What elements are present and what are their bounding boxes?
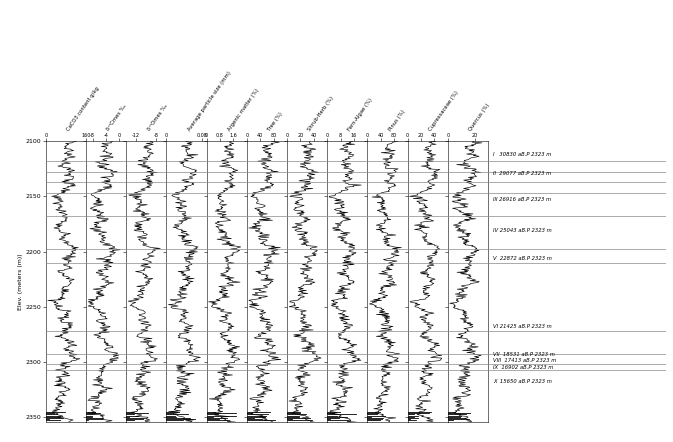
Text: VII  18531 aB.P 2323 m: VII 18531 aB.P 2323 m — [493, 352, 555, 358]
X-axis label: Average particle size (mm): Average particle size (mm) — [186, 70, 232, 132]
X-axis label: Quercus (%): Quercus (%) — [468, 102, 491, 132]
Text: V  22872 aB.P 2323 m: V 22872 aB.P 2323 m — [493, 255, 552, 261]
X-axis label: CaCO3 content g/kg: CaCO3 content g/kg — [66, 85, 100, 132]
X-axis label: δ¹³Cmes ‰: δ¹³Cmes ‰ — [106, 103, 128, 132]
X-axis label: δ¹⁸Omes ‰: δ¹⁸Omes ‰ — [146, 103, 168, 132]
Text: I   30830 aB.P 2323 m: I 30830 aB.P 2323 m — [493, 152, 552, 157]
Text: VI 21425 aB.P 2323 m: VI 21425 aB.P 2323 m — [493, 324, 552, 329]
X-axis label: Tree (%): Tree (%) — [267, 111, 283, 132]
X-axis label: Argenic matter (%): Argenic matter (%) — [227, 87, 260, 132]
Text: IX  16902 aB.P 2323 m: IX 16902 aB.P 2323 m — [493, 365, 554, 370]
Y-axis label: Elev. (meters (m)): Elev. (meters (m)) — [18, 253, 23, 310]
Text: III 26916 aB.P 2323 m: III 26916 aB.P 2323 m — [493, 197, 551, 202]
X-axis label: Shrub-Herb (%): Shrub-Herb (%) — [307, 95, 334, 132]
Text: II  29077 aB.P 2323 m: II 29077 aB.P 2323 m — [493, 171, 552, 176]
X-axis label: Fern-Algae (%): Fern-Algae (%) — [347, 97, 374, 132]
Text: X  15650 aB.P 2323 m: X 15650 aB.P 2323 m — [493, 379, 552, 384]
Text: IV 25043 aB.P 2323 m: IV 25043 aB.P 2323 m — [493, 228, 552, 233]
X-axis label: Pinus (%): Pinus (%) — [388, 108, 406, 132]
X-axis label: Cupressaceae (%): Cupressaceae (%) — [427, 89, 459, 132]
Text: VIII  17413 aB.P 2323 m: VIII 17413 aB.P 2323 m — [493, 358, 557, 363]
